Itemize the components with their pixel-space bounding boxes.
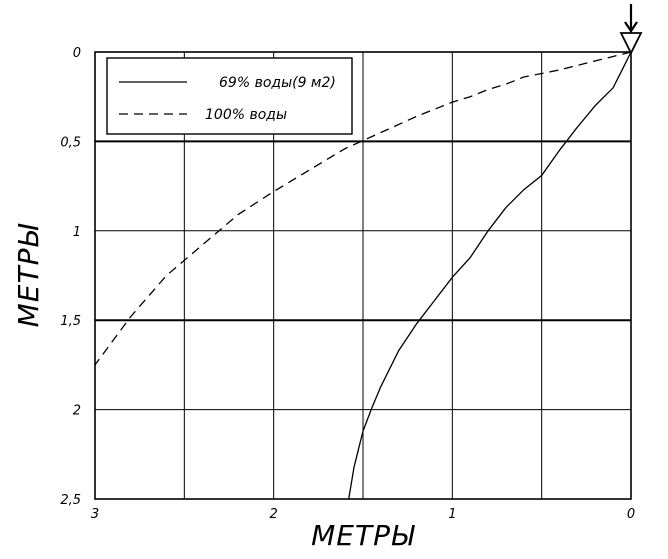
y-tick-label: 1 <box>73 225 81 240</box>
y-tick-label: 0 <box>73 46 81 61</box>
legend: 69% воды(9 м2) 100% воды <box>106 57 353 135</box>
x-tick-label: 1 <box>448 507 456 522</box>
series-line-dashed <box>94 51 632 366</box>
y-tick-label: 2,5 <box>60 493 81 508</box>
legend-box <box>106 57 353 135</box>
plot-frame <box>94 51 632 500</box>
series-line-solid <box>348 51 632 500</box>
legend-label-69-percent: 69% воды(9 м2) <box>219 75 336 91</box>
x-tick-label: 2 <box>270 507 278 522</box>
y-tick-labels: 0 0,5 1 1,5 2 2,5 <box>60 46 81 508</box>
legend-label-100-percent: 100% воды <box>205 107 287 123</box>
y-tick-label: 1,5 <box>60 314 81 329</box>
x-tick-labels: 3 2 1 0 <box>91 507 635 522</box>
x-axis-title: МЕТРЫ <box>311 519 415 552</box>
x-tick-label: 0 <box>627 507 635 522</box>
water-surface-marker-icon <box>619 4 643 56</box>
y-axis-title: МЕТРЫ <box>12 224 45 328</box>
series-layer <box>94 51 632 500</box>
y-tick-label: 0,5 <box>60 135 81 150</box>
x-tick-label: 3 <box>91 507 99 522</box>
y-tick-label: 2 <box>73 404 81 419</box>
